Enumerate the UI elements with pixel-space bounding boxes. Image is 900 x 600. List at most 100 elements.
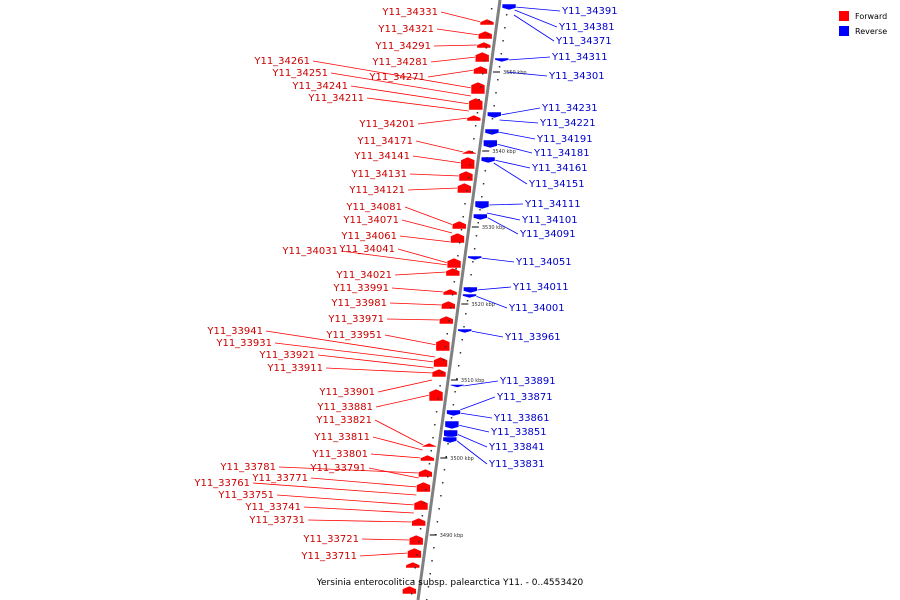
- position-dot: [444, 346, 447, 348]
- reverse-gene-feature: [463, 286, 478, 294]
- reverse-connector-line: [497, 131, 536, 140]
- reverse-gene-feature: [486, 111, 502, 119]
- forward-gene-feature: [450, 232, 465, 244]
- forward-gene-label: Y11_34081: [345, 202, 402, 213]
- forward-connector-line: [407, 187, 459, 191]
- forward-swatch: [839, 11, 849, 21]
- legend-forward: Forward: [839, 10, 887, 22]
- forward-gene-label: Y11_34251: [271, 68, 328, 79]
- reverse-gene-label: Y11_33961: [504, 332, 561, 343]
- forward-gene-label: Y11_33981: [330, 298, 387, 309]
- position-dot: [418, 541, 420, 543]
- reverse-connector-line: [499, 119, 539, 124]
- reverse-connector-line: [513, 14, 555, 42]
- reverse-gene-feature: [444, 420, 460, 430]
- forward-gene-feature: [402, 585, 417, 595]
- position-dot: [442, 359, 445, 361]
- forward-gene-feature: [428, 388, 444, 402]
- reverse-gene-label: Y11_34001: [508, 303, 565, 314]
- reverse-connector-line: [486, 216, 519, 235]
- position-dot: [487, 34, 489, 36]
- forward-connector-line: [370, 453, 422, 459]
- forward-gene-feature: [470, 81, 486, 95]
- forward-gene-feature: [457, 182, 472, 194]
- position-dot: [414, 567, 417, 569]
- position-dot: [488, 144, 490, 146]
- position-dot: [427, 586, 430, 588]
- position-dot: [473, 248, 476, 250]
- reverse-swatch: [839, 26, 849, 36]
- forward-connector-line: [274, 342, 435, 363]
- position-dot: [493, 105, 495, 107]
- reverse-gene-label: Y11_34151: [528, 179, 585, 190]
- forward-gene-label: Y11_34271: [368, 72, 425, 83]
- forward-gene-feature: [431, 368, 447, 378]
- forward-gene-label: Y11_33991: [332, 283, 389, 294]
- position-dot: [504, 27, 506, 29]
- reverse-gene-label: Y11_34301: [548, 71, 605, 82]
- position-dot: [438, 508, 440, 510]
- position-dot: [445, 456, 447, 458]
- forward-gene-feature: [442, 288, 458, 296]
- reverse-connector-line: [470, 330, 504, 338]
- position-dot: [453, 281, 456, 283]
- position-dot: [472, 261, 474, 263]
- position-dot: [446, 333, 448, 335]
- forward-connector-line: [350, 85, 470, 105]
- position-dot: [434, 424, 436, 426]
- position-dot: [441, 372, 443, 374]
- reverse-gene-feature: [442, 436, 458, 444]
- forward-gene-feature: [433, 356, 448, 368]
- reverse-gene-feature: [494, 57, 510, 63]
- position-dot: [475, 235, 478, 237]
- reverse-connector-line: [487, 203, 524, 206]
- forward-gene-label: Y11_33881: [316, 402, 373, 413]
- position-dot: [433, 547, 435, 549]
- position-dot: [471, 151, 473, 153]
- position-dot: [456, 378, 458, 380]
- position-dot: [473, 138, 475, 140]
- forward-connector-line: [372, 436, 423, 451]
- reverse-connector-line: [459, 396, 496, 411]
- reverse-gene-label: Y11_33851: [490, 427, 547, 438]
- forward-connector-line: [375, 394, 431, 408]
- position-dot: [452, 404, 455, 406]
- reverse-gene-feature: [484, 128, 500, 136]
- forward-gene-feature: [441, 300, 456, 310]
- reverse-gene-label: Y11_34181: [533, 148, 590, 159]
- forward-connector-line: [384, 334, 437, 346]
- forward-connector-line: [391, 287, 445, 293]
- position-dot: [465, 313, 467, 315]
- forward-gene-label: Y11_34211: [307, 93, 364, 104]
- forward-gene-label: Y11_33731: [248, 515, 305, 526]
- reverse-gene-label: Y11_34111: [524, 199, 581, 210]
- reverse-connector-line: [457, 424, 490, 433]
- forward-gene-label: Y11_33711: [300, 551, 357, 562]
- forward-connector-line: [368, 467, 419, 479]
- reverse-gene-label: Y11_33871: [496, 392, 553, 403]
- forward-gene-feature: [477, 30, 493, 40]
- forward-connector-line: [303, 506, 414, 514]
- position-dot: [430, 450, 432, 452]
- position-dot: [485, 47, 488, 49]
- forward-connector-line: [330, 72, 471, 97]
- forward-gene-label: Y11_33781: [219, 462, 276, 473]
- reverse-connector-line: [456, 433, 488, 448]
- reverse-gene-feature: [446, 409, 461, 417]
- position-dot: [498, 66, 501, 68]
- forward-gene-label: Y11_34261: [253, 56, 310, 67]
- reverse-gene-feature: [462, 293, 477, 299]
- position-dot: [457, 255, 459, 257]
- forward-gene-feature: [411, 517, 426, 527]
- kbp-tick-label: 3490 kbp: [440, 533, 464, 539]
- forward-gene-feature: [418, 468, 433, 478]
- reverse-connector-line: [455, 439, 488, 465]
- forward-gene-feature: [421, 442, 437, 448]
- reverse-gene-label: Y11_34191: [536, 134, 593, 145]
- forward-gene-label: Y11_34241: [291, 81, 348, 92]
- kbp-ticks: 3550 kbp 3540 kbp 3530 kbp 3520 kbp 3510 kbp…: [410, 8, 527, 600]
- forward-connector-line: [401, 219, 453, 234]
- reverse-gene-label: Y11_34231: [541, 103, 598, 114]
- position-dot: [482, 183, 485, 185]
